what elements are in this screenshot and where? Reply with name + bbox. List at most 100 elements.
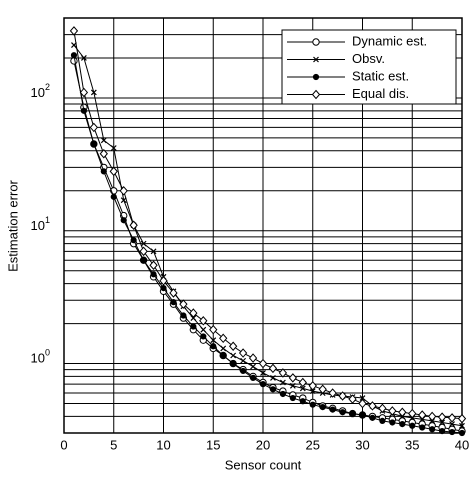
marker xyxy=(80,55,87,61)
x-tick-label: 0 xyxy=(60,437,67,452)
marker xyxy=(100,137,107,144)
marker xyxy=(348,394,357,404)
series-line xyxy=(73,30,463,420)
marker xyxy=(449,421,455,428)
marker xyxy=(260,370,266,376)
marker xyxy=(200,333,207,340)
marker xyxy=(279,379,286,386)
x-tick-label: 35 xyxy=(405,437,419,452)
marker xyxy=(448,428,456,436)
marker xyxy=(368,401,377,411)
marker xyxy=(249,374,257,381)
legend-marker xyxy=(312,38,320,46)
marker xyxy=(418,410,427,420)
x-tick-label: 15 xyxy=(206,437,220,452)
marker xyxy=(139,246,148,257)
marker xyxy=(238,348,248,358)
marker xyxy=(220,345,227,352)
marker xyxy=(80,107,88,114)
marker xyxy=(250,363,256,370)
marker xyxy=(160,285,167,292)
marker xyxy=(199,316,208,326)
marker xyxy=(140,240,147,247)
marker xyxy=(228,341,238,352)
marker xyxy=(427,411,437,422)
marker xyxy=(359,411,366,419)
marker xyxy=(99,149,108,159)
marker xyxy=(328,388,337,398)
marker xyxy=(359,395,366,401)
marker xyxy=(219,333,228,344)
marker xyxy=(140,257,147,264)
marker xyxy=(329,406,336,413)
y-axis-label: Estimation error xyxy=(5,179,20,271)
marker xyxy=(289,382,296,389)
x-tick-label: 10 xyxy=(156,437,170,452)
marker xyxy=(339,409,346,416)
marker xyxy=(90,89,97,96)
marker xyxy=(279,390,286,398)
x-tick-label: 40 xyxy=(455,437,469,452)
marker xyxy=(79,87,89,98)
marker xyxy=(378,403,387,414)
marker xyxy=(358,398,367,409)
marker xyxy=(318,384,327,395)
marker xyxy=(439,428,446,435)
marker xyxy=(210,337,217,344)
x-tick-label: 20 xyxy=(256,437,270,452)
series-line xyxy=(73,60,463,432)
marker xyxy=(269,386,277,393)
marker xyxy=(379,417,386,425)
marker xyxy=(259,381,267,388)
marker xyxy=(100,168,107,175)
marker xyxy=(459,422,465,429)
marker xyxy=(458,429,466,437)
legend-label: Dynamic est. xyxy=(352,33,427,48)
marker xyxy=(230,352,237,359)
marker xyxy=(110,193,117,200)
marker xyxy=(129,220,138,231)
marker xyxy=(169,288,178,298)
marker xyxy=(248,353,258,363)
legend-marker xyxy=(312,73,320,81)
marker xyxy=(419,424,426,431)
x-tick-label: 30 xyxy=(355,437,369,452)
marker xyxy=(180,312,187,319)
marker xyxy=(90,140,97,148)
marker xyxy=(298,377,307,388)
marker xyxy=(457,413,467,424)
marker xyxy=(447,413,457,423)
marker xyxy=(270,374,276,381)
legend-marker xyxy=(313,56,319,63)
marker xyxy=(179,299,188,309)
marker xyxy=(349,410,356,417)
marker xyxy=(439,419,446,426)
marker xyxy=(369,414,376,421)
marker xyxy=(338,391,347,401)
marker xyxy=(210,343,217,350)
marker xyxy=(230,360,237,367)
x-tick-label: 25 xyxy=(306,437,320,452)
x-tick-label: 5 xyxy=(110,437,117,452)
marker xyxy=(240,367,247,375)
x-axis-label: Sensor count xyxy=(225,457,302,472)
y-tick-label: 102 xyxy=(31,82,50,100)
marker xyxy=(437,412,447,422)
marker xyxy=(189,308,198,318)
marker xyxy=(268,363,278,374)
marker xyxy=(258,358,268,369)
marker xyxy=(409,422,416,429)
marker xyxy=(209,324,218,335)
marker xyxy=(159,276,168,286)
series-line xyxy=(73,44,463,427)
marker xyxy=(389,419,396,426)
marker xyxy=(408,408,417,419)
marker xyxy=(278,368,288,378)
marker xyxy=(429,426,436,433)
marker xyxy=(288,373,298,383)
marker xyxy=(308,381,317,391)
marker xyxy=(149,260,158,270)
marker xyxy=(220,352,227,359)
marker xyxy=(309,388,316,395)
